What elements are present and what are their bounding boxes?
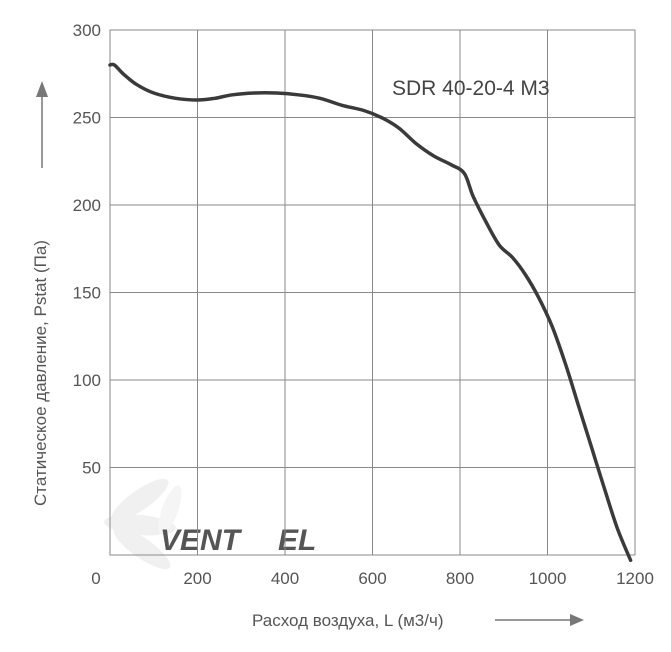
watermark-text-accent: EL	[278, 524, 316, 557]
x-tick-label: 0	[91, 569, 100, 588]
y-axis-arrow-icon	[36, 81, 48, 97]
tick-labels: 0 200 400 600 800 1000 1200 50 100 150 200 250 300	[73, 21, 654, 588]
plot-frame	[109, 29, 636, 556]
x-tick-label: 400	[271, 569, 299, 588]
watermark-text-dark: VENT	[160, 524, 243, 557]
y-axis-title: Статическое давление, Pstat (Па)	[31, 240, 50, 506]
x-axis-arrow-icon	[570, 614, 584, 626]
y-tick-label: 100	[73, 371, 101, 390]
y-tick-label: 250	[73, 109, 101, 128]
y-tick-label: 300	[73, 21, 101, 40]
x-tick-label: 1000	[529, 569, 567, 588]
y-tick-label: 200	[73, 196, 101, 215]
series-line	[108, 62, 633, 563]
x-axis-title: Расход воздуха, L (м3/ч)	[252, 611, 444, 630]
fan-blades-icon	[104, 478, 182, 570]
y-axis-title-group: Статическое давление, Pstat (Па)	[31, 81, 50, 506]
y-tick-label: 150	[73, 284, 101, 303]
y-tick-label: 50	[82, 459, 101, 478]
x-tick-label: 1200	[616, 569, 654, 588]
series-label: SDR 40-20-4 M3	[392, 77, 550, 100]
x-tick-label: 200	[183, 569, 211, 588]
watermark-logo: VENT EL	[104, 478, 316, 570]
x-axis-title-group: Расход воздуха, L (м3/ч)	[252, 611, 584, 630]
x-tick-label: 800	[446, 569, 474, 588]
x-tick-label: 600	[358, 569, 386, 588]
grid	[109, 29, 636, 556]
